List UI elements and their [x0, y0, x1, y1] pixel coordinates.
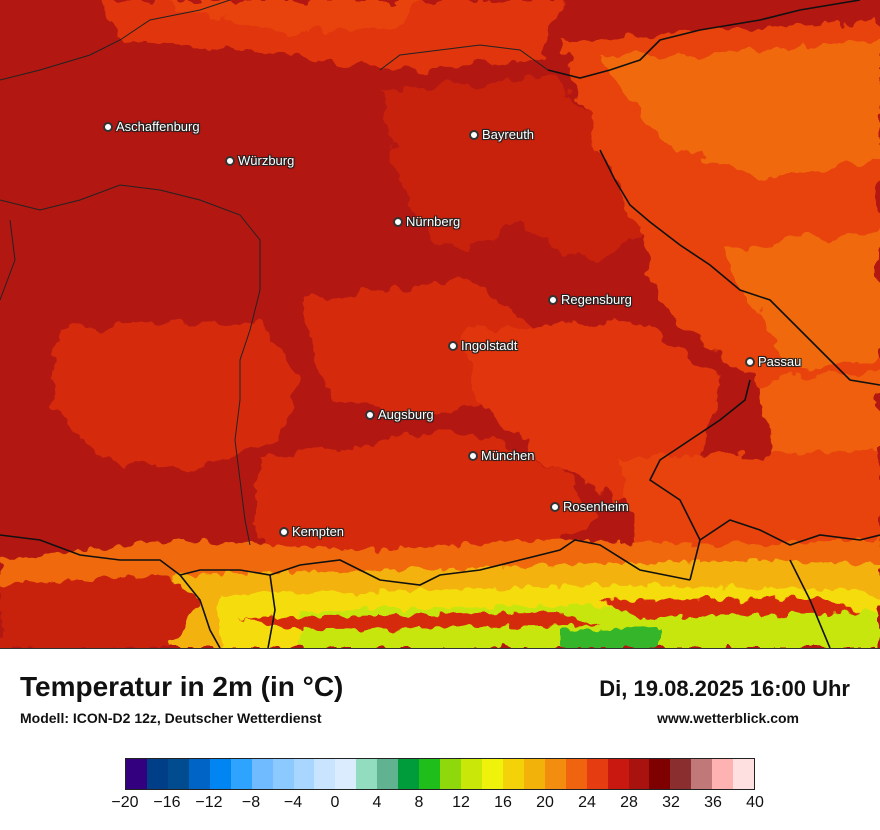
- legend-swatch: [440, 759, 461, 789]
- city-nuernberg[interactable]: Nürnberg: [393, 214, 460, 229]
- temperature-field: [0, 0, 880, 648]
- model-info: Modell: ICON-D2 12z, Deutscher Wetterdie…: [20, 710, 322, 726]
- legend-swatch: [314, 759, 336, 789]
- city-label: Nürnberg: [406, 214, 461, 229]
- legend-swatch: [670, 759, 692, 789]
- city-label: Bayreuth: [482, 127, 535, 142]
- city-label: Rosenheim: [563, 499, 629, 514]
- map-title: Temperatur in 2m (in °C): [20, 671, 344, 702]
- legend-swatch: [356, 759, 378, 789]
- legend-tick-label: −16: [153, 794, 181, 811]
- temperature-map[interactable]: Aschaffenburg Würzburg Bayreuth Nürnberg…: [0, 0, 880, 649]
- legend-tick-label: 32: [662, 794, 680, 811]
- legend-swatch: [628, 759, 650, 789]
- legend-swatch: [712, 759, 734, 789]
- city-marker-icon: [550, 501, 560, 512]
- city-ingolstadt[interactable]: Ingolstadt: [448, 338, 517, 353]
- city-marker-icon: [745, 356, 755, 367]
- legend-tick-label: −4: [283, 794, 303, 811]
- city-rosenheim[interactable]: Rosenheim: [550, 499, 629, 514]
- color-legend: [125, 758, 755, 790]
- legend-swatch: [419, 759, 441, 789]
- legend-swatch: [188, 759, 210, 789]
- city-marker-icon: [469, 129, 479, 140]
- city-kempten[interactable]: Kempten: [279, 524, 344, 539]
- city-label: Passau: [758, 354, 802, 369]
- city-label: Kempten: [292, 524, 345, 539]
- country-border: [0, 0, 880, 648]
- forecast-datetime: Di, 19.08.2025 16:00 Uhr: [599, 676, 850, 701]
- legend-swatch: [733, 759, 755, 789]
- legend-swatch: [377, 759, 399, 789]
- legend-tick-label: 12: [452, 794, 470, 811]
- state-border: [0, 0, 549, 546]
- city-augsburg[interactable]: Augsburg: [365, 407, 434, 422]
- city-bayreuth[interactable]: Bayreuth: [469, 127, 534, 142]
- legend-tick-label: 20: [536, 794, 554, 811]
- legend-swatch: [272, 759, 294, 789]
- legend-swatch: [481, 759, 503, 789]
- city-marker-icon: [548, 294, 558, 305]
- legend-tick-label: −8: [241, 794, 261, 811]
- legend-swatch: [146, 759, 168, 789]
- legend-tick-label: 16: [494, 794, 512, 811]
- city-marker-icon: [279, 526, 289, 537]
- city-label: Würzburg: [238, 153, 295, 168]
- legend-swatch: [293, 759, 315, 789]
- legend-tick-label: 40: [746, 794, 764, 811]
- legend-tick-label: 24: [578, 794, 596, 811]
- website-link[interactable]: www.wetterblick.com: [657, 710, 799, 726]
- legend-swatch: [209, 759, 231, 789]
- legend-swatch: [167, 759, 189, 789]
- city-wuerzburg[interactable]: Würzburg: [225, 153, 294, 168]
- legend-swatch: [691, 759, 713, 789]
- city-marker-icon: [448, 340, 458, 351]
- city-marker-icon: [468, 450, 478, 461]
- legend-swatch: [335, 759, 357, 789]
- city-label: Ingolstadt: [461, 338, 518, 353]
- legend-tick-label: −12: [195, 794, 223, 811]
- city-marker-icon: [365, 409, 375, 420]
- legend-tick-label: −20: [111, 794, 139, 811]
- legend-swatch: [461, 759, 482, 789]
- city-aschaffenburg[interactable]: Aschaffenburg: [103, 119, 200, 134]
- city-marker-icon: [393, 216, 403, 227]
- legend-swatch: [126, 759, 147, 789]
- legend-tick-label: 0: [330, 794, 340, 811]
- legend-swatch: [544, 759, 566, 789]
- city-label: München: [481, 448, 535, 463]
- city-muenchen[interactable]: München: [468, 448, 534, 463]
- city-label: Augsburg: [378, 407, 434, 422]
- legend-tick-label: 36: [704, 794, 722, 811]
- legend-swatch: [565, 759, 587, 789]
- legend-swatch: [251, 759, 273, 789]
- legend-tick-label: 8: [414, 794, 424, 811]
- city-marker-icon: [103, 121, 113, 132]
- city-label: Regensburg: [561, 292, 632, 307]
- legend-swatch: [607, 759, 629, 789]
- legend-tick-label: 4: [372, 794, 382, 811]
- city-regensburg[interactable]: Regensburg: [548, 292, 632, 307]
- legend-swatch: [398, 759, 420, 789]
- legend-tick-label: 28: [620, 794, 638, 811]
- legend-swatch: [523, 759, 545, 789]
- legend-swatch: [586, 759, 608, 789]
- legend-swatch: [502, 759, 524, 789]
- city-passau[interactable]: Passau: [745, 354, 801, 369]
- city-label: Aschaffenburg: [116, 119, 200, 134]
- legend-swatch: [649, 759, 671, 789]
- legend-ticks: −20 −16 −12 −8 −4 0 4 8 12 16 20 24 28 32 36 40: [0, 794, 880, 824]
- city-marker-icon: [225, 155, 235, 166]
- legend-swatch: [230, 759, 252, 789]
